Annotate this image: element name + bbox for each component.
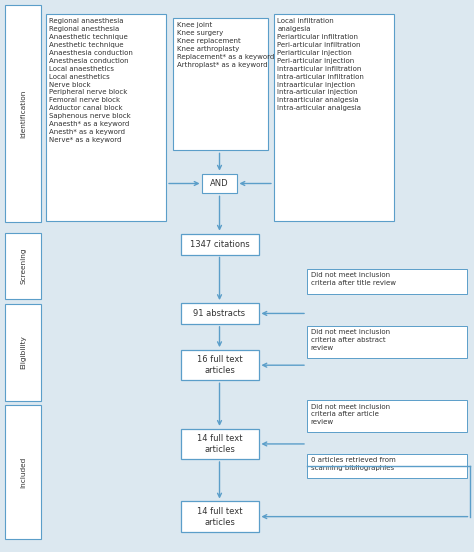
- FancyBboxPatch shape: [274, 14, 394, 221]
- Text: 14 full text
articles: 14 full text articles: [197, 434, 242, 454]
- FancyBboxPatch shape: [46, 14, 166, 221]
- FancyBboxPatch shape: [5, 232, 41, 299]
- FancyBboxPatch shape: [307, 269, 467, 294]
- Text: Did not meet inclusion
criteria after article
review: Did not meet inclusion criteria after ar…: [311, 404, 390, 425]
- FancyBboxPatch shape: [307, 400, 467, 432]
- Text: 16 full text
articles: 16 full text articles: [197, 355, 242, 375]
- Text: Local infiltration
analgesia
Periarticular infiltration
Peri-articular infiltrat: Local infiltration analgesia Periarticul…: [277, 18, 364, 111]
- FancyBboxPatch shape: [5, 304, 41, 401]
- FancyBboxPatch shape: [307, 326, 467, 358]
- FancyBboxPatch shape: [181, 233, 258, 254]
- FancyBboxPatch shape: [181, 350, 258, 380]
- Text: 91 abstracts: 91 abstracts: [193, 309, 246, 318]
- Text: Did not meet inclusion
criteria after title review: Did not meet inclusion criteria after ti…: [311, 273, 396, 286]
- Text: 14 full text
articles: 14 full text articles: [197, 507, 242, 527]
- Text: Identification: Identification: [20, 89, 26, 138]
- FancyBboxPatch shape: [202, 173, 237, 193]
- Text: 0 articles retrieved from
scanning bibliographies: 0 articles retrieved from scanning bibli…: [311, 457, 395, 471]
- FancyBboxPatch shape: [181, 501, 258, 532]
- FancyBboxPatch shape: [181, 429, 258, 459]
- FancyBboxPatch shape: [307, 454, 467, 479]
- Text: 1347 citations: 1347 citations: [190, 240, 249, 248]
- Text: Screening: Screening: [20, 247, 26, 284]
- FancyBboxPatch shape: [173, 18, 268, 151]
- FancyBboxPatch shape: [5, 405, 41, 539]
- Text: AND: AND: [210, 179, 229, 188]
- FancyBboxPatch shape: [5, 5, 41, 222]
- Text: Knee joint
Knee surgery
Knee replacement
Knee arthroplasty
Replacement* as a key: Knee joint Knee surgery Knee replacement…: [176, 22, 274, 68]
- Text: Did not meet inclusion
criteria after abstract
review: Did not meet inclusion criteria after ab…: [311, 330, 390, 351]
- Text: Regional anaesthesia
Regional anesthesia
Anaesthetic technique
Anesthetic techni: Regional anaesthesia Regional anesthesia…: [49, 18, 133, 143]
- FancyBboxPatch shape: [181, 303, 258, 324]
- Text: Eligibility: Eligibility: [20, 336, 26, 369]
- Text: Included: Included: [20, 457, 26, 487]
